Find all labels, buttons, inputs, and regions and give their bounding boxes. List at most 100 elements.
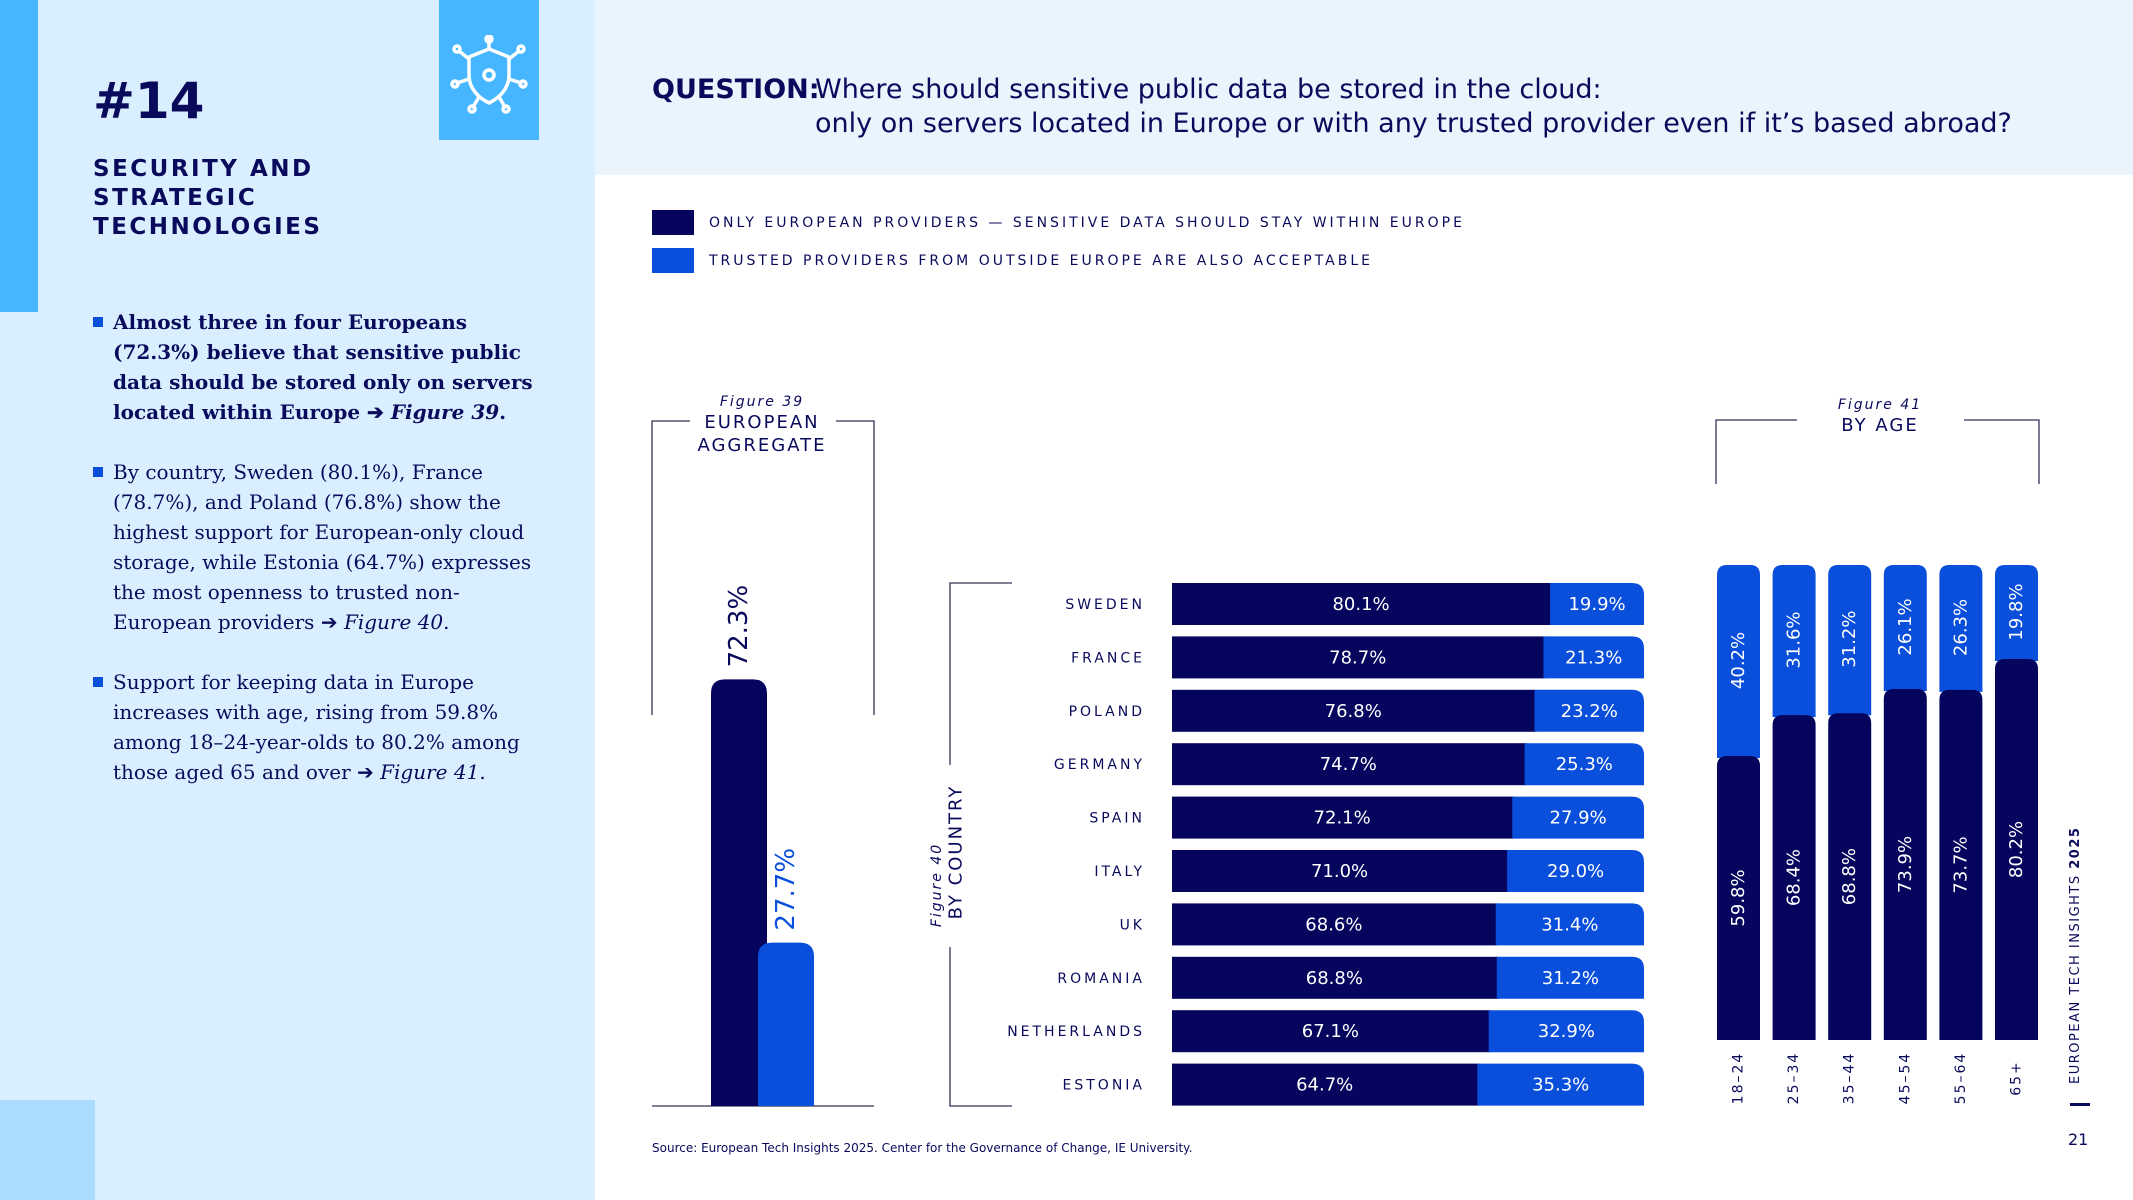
bar xyxy=(1172,743,1527,786)
left-panel xyxy=(0,0,595,1200)
data-label: 59.8% xyxy=(1728,869,1749,926)
figure-number: Figure 41 xyxy=(1838,397,1922,413)
bullet-text: Almost three in four Europeans (72.3%) b… xyxy=(113,310,533,424)
bar xyxy=(1172,956,1499,999)
caption-tick xyxy=(2070,1103,2090,1106)
category-label: ROMANIA xyxy=(1057,971,1145,987)
shield-network-icon xyxy=(450,35,528,114)
source-note: Source: European Tech Insights 2025. Cen… xyxy=(652,1141,1193,1155)
page-number: 21 xyxy=(2068,1130,2089,1149)
figure-title: BY AGE xyxy=(1841,415,1918,436)
accent-bar xyxy=(0,0,38,312)
category-label: 25–34 xyxy=(1786,1052,1802,1105)
legend-swatch-trusted-outside xyxy=(652,248,694,273)
bullet-square xyxy=(93,467,103,477)
bullet-item: Support for keeping data in Europe incre… xyxy=(93,667,548,787)
figure-number: Figure 39 xyxy=(720,394,804,410)
data-label: 72.3% xyxy=(724,585,754,668)
bar xyxy=(1495,903,1644,946)
data-label: 68.6% xyxy=(1305,914,1362,935)
data-label: 26.3% xyxy=(1950,599,1971,656)
question-text-line2: only on servers located in Europe or wit… xyxy=(815,108,2012,139)
bar xyxy=(711,679,767,1106)
category-label: 35–44 xyxy=(1842,1052,1858,1105)
data-label: 68.4% xyxy=(1784,849,1805,906)
bar xyxy=(1772,565,1816,718)
bar xyxy=(1524,743,1644,786)
arrow-icon: ➔ xyxy=(357,760,374,784)
bullet-text: Support for keeping data in Europe incre… xyxy=(113,670,520,784)
bar xyxy=(1883,688,1927,1040)
legend-swatch-europe-only xyxy=(652,210,694,235)
corner-block xyxy=(0,1100,95,1200)
data-label: 31.2% xyxy=(1839,611,1860,668)
section-icon-box xyxy=(439,0,539,140)
legend-label-trusted-outside: TRUSTED PROVIDERS FROM OUTSIDE EUROPE AR… xyxy=(709,253,1373,269)
figure-title: AGGREGATE xyxy=(697,435,826,456)
bullet-text: By country, Sweden (80.1%), France (78.7… xyxy=(113,460,532,634)
bar xyxy=(1507,850,1644,892)
bar xyxy=(1939,565,1983,692)
data-label: 68.8% xyxy=(1306,968,1363,989)
bar xyxy=(1172,583,1553,625)
data-label: 80.1% xyxy=(1332,594,1389,615)
bar xyxy=(1172,1063,1480,1106)
bar xyxy=(1534,689,1644,732)
bar xyxy=(1828,713,1872,1040)
figure-reference: Figure 40 xyxy=(343,610,444,634)
figure-number: Figure 40 xyxy=(929,843,945,927)
data-label: 40.2% xyxy=(1728,632,1749,689)
publication-caption: EUROPEAN TECH INSIGHTS 2025 xyxy=(2068,826,2083,1084)
figure-title: BY COUNTRY xyxy=(946,785,967,920)
category-label: 65+ xyxy=(2009,1060,2025,1096)
bar xyxy=(1828,565,1872,716)
data-label: 32.9% xyxy=(1538,1021,1595,1042)
bar xyxy=(1939,689,1983,1040)
data-label: 29.0% xyxy=(1547,861,1604,882)
category-label: ITALY xyxy=(1094,864,1145,880)
data-label: 72.1% xyxy=(1314,808,1371,829)
category-label: 55–64 xyxy=(1953,1052,1969,1105)
category-label: GERMANY xyxy=(1054,757,1145,773)
section-number: #14 xyxy=(93,72,205,130)
data-label: 26.1% xyxy=(1895,598,1916,655)
bullet-square xyxy=(93,317,103,327)
bar xyxy=(1496,956,1644,999)
category-label: FRANCE xyxy=(1071,650,1145,666)
bar xyxy=(1172,636,1546,679)
bar xyxy=(1172,1010,1491,1053)
bullet-item: By country, Sweden (80.1%), France (78.7… xyxy=(93,457,548,637)
category-label: UK xyxy=(1120,917,1145,933)
figure-reference: Figure 39 xyxy=(390,400,500,424)
section-title: SECURITY AND STRATEGIC TECHNOLOGIES xyxy=(93,156,323,240)
data-label: 67.1% xyxy=(1302,1021,1359,1042)
bar xyxy=(1995,565,2038,662)
data-label: 25.3% xyxy=(1556,754,1613,775)
question-band xyxy=(595,0,2133,175)
legend-label-europe-only: ONLY EUROPEAN PROVIDERS — SENSITIVE DATA… xyxy=(709,215,1465,231)
data-label: 73.7% xyxy=(1950,836,1971,893)
bar xyxy=(1883,565,1927,691)
bar xyxy=(1172,903,1498,946)
data-label: 21.3% xyxy=(1565,647,1622,668)
figure-title: EUROPEAN xyxy=(704,412,819,433)
data-label: 76.8% xyxy=(1325,701,1382,722)
data-label: 31.4% xyxy=(1541,914,1598,935)
data-label: 74.7% xyxy=(1320,754,1377,775)
question-label: QUESTION: xyxy=(652,74,820,105)
data-label: 35.3% xyxy=(1532,1075,1589,1096)
figure-bracket xyxy=(949,582,1012,1107)
data-label: 64.7% xyxy=(1296,1075,1353,1096)
figure-bracket xyxy=(651,420,875,715)
bar xyxy=(1717,755,1760,1040)
bullet-square xyxy=(93,677,103,687)
bar xyxy=(1172,796,1515,839)
data-label: 73.9% xyxy=(1895,836,1916,893)
bar xyxy=(1172,689,1537,732)
bar xyxy=(758,942,814,1106)
bar xyxy=(1172,850,1510,892)
category-label: 45–54 xyxy=(1897,1052,1913,1105)
data-label: 68.8% xyxy=(1839,848,1860,905)
figure-bracket xyxy=(1715,419,2040,484)
